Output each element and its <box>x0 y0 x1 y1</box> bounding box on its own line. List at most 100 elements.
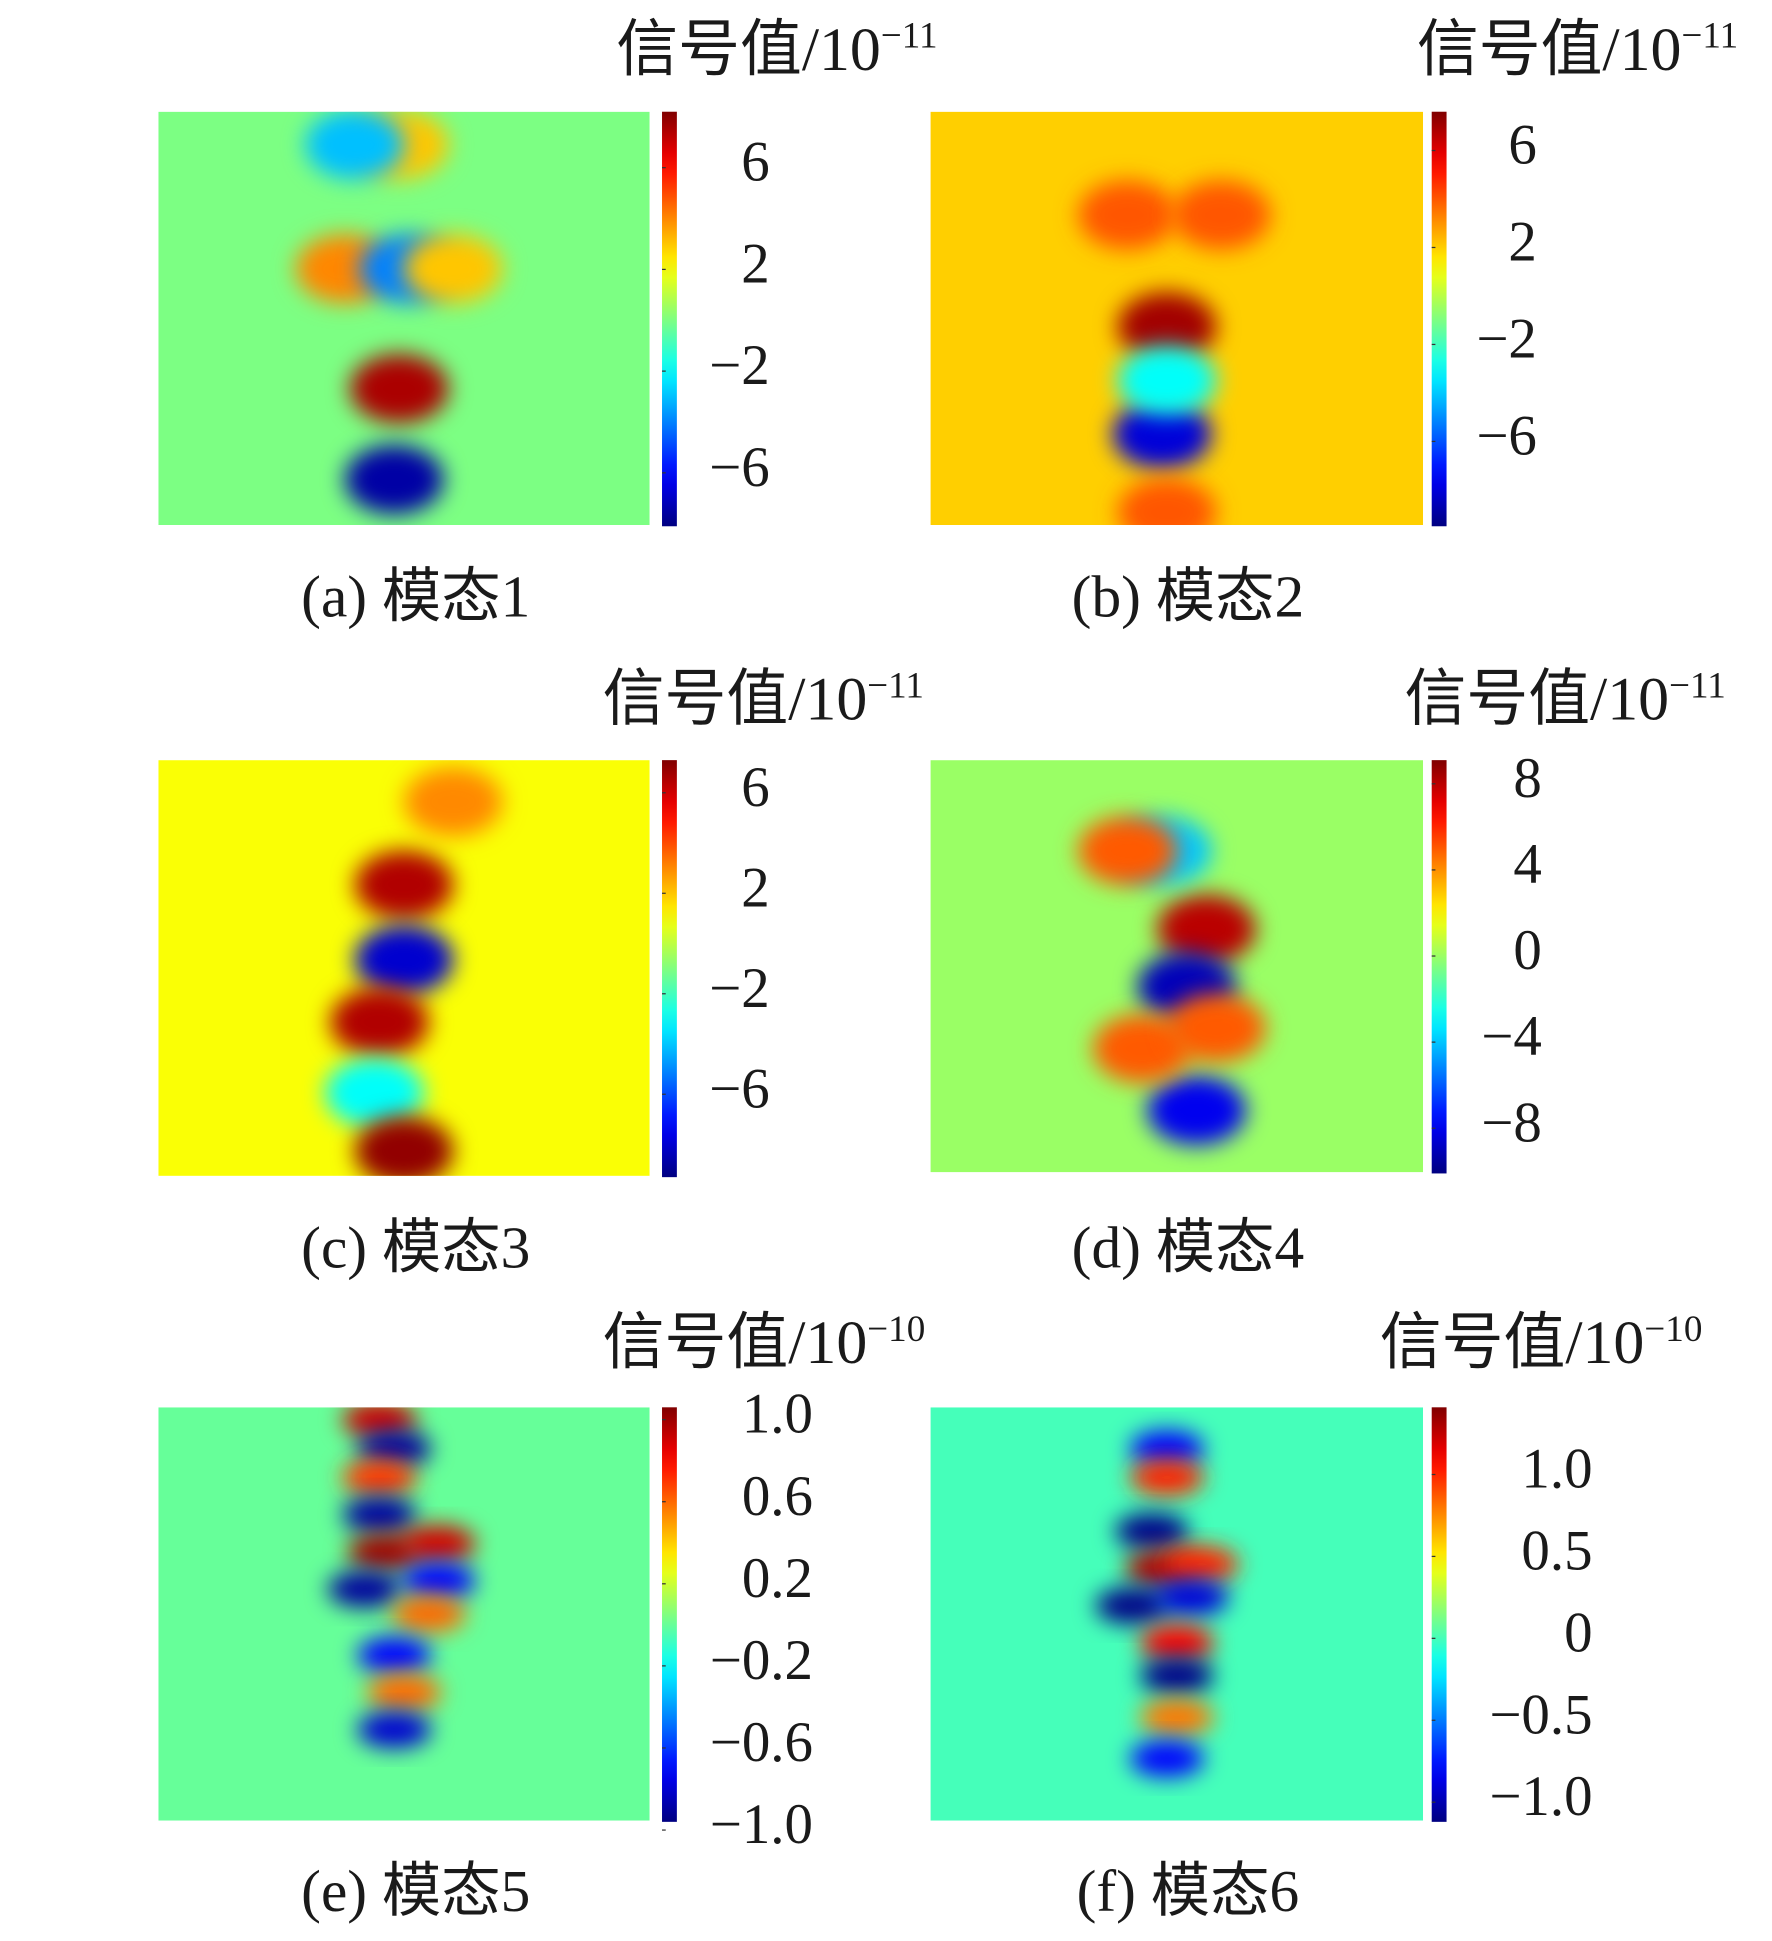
heatmap-spot <box>1129 1430 1205 1468</box>
heatmap-spot <box>344 444 444 515</box>
heatmap-spot <box>1156 894 1256 964</box>
heatmap <box>158 760 650 1176</box>
colorbar-tick-label: −1.0 <box>1489 1765 1592 1828</box>
heatmap-spot <box>1117 291 1217 362</box>
heatmap-spot <box>1078 180 1178 250</box>
heatmap-spot <box>357 1711 432 1749</box>
colorbar-tick-label: 6 <box>1508 114 1536 177</box>
colorbar-tick-label: 6 <box>741 131 769 194</box>
colorbar-label: 信号值/10−10 <box>603 1308 926 1377</box>
colorbar-tick-label: −6 <box>709 436 770 499</box>
heatmap <box>158 111 650 526</box>
colorbar-label: 信号值/10−11 <box>1404 665 1725 734</box>
colorbar-label-exponent: −11 <box>881 15 938 56</box>
heatmap-spot <box>1112 399 1212 469</box>
heatmap-spot <box>1171 180 1271 250</box>
colorbar-tick-label: −0.5 <box>1489 1683 1592 1746</box>
colorbar-tick-label: 0.5 <box>1521 1519 1592 1582</box>
heatmap-spot <box>1139 1698 1214 1736</box>
heatmap-spot <box>1139 1624 1214 1662</box>
colorbar-label-exponent: −10 <box>1644 1308 1702 1349</box>
colorbar-tick-label: −4 <box>1481 1005 1542 1068</box>
heatmap-spot <box>401 1562 476 1600</box>
heatmap-spot <box>342 1496 417 1534</box>
colorbar-label-exponent: −11 <box>867 665 924 706</box>
colorbar-tick-label: −8 <box>1481 1091 1542 1154</box>
heatmap-spot <box>1146 1075 1246 1146</box>
colorbar <box>662 760 677 1178</box>
colorbar-label-text: 信号值/10 <box>603 666 868 734</box>
heatmap-spot <box>1164 1545 1239 1583</box>
colorbar-tick-label: −2 <box>709 334 770 397</box>
colorbar-label: 信号值/10−11 <box>603 665 924 734</box>
heatmap-spot <box>1078 816 1178 886</box>
heatmap-spot <box>1154 1578 1229 1616</box>
heatmap-spot <box>305 111 405 180</box>
heatmap-spot <box>403 767 503 837</box>
colorbar-tick-label: 1.0 <box>742 1383 813 1446</box>
heatmap <box>930 760 1424 1173</box>
heatmap-spot <box>1095 1587 1170 1625</box>
heatmap-spot <box>1115 1512 1190 1550</box>
colorbar-tick-label: 0 <box>1513 919 1541 982</box>
panel-caption: (d) 模态4 <box>1072 1214 1305 1280</box>
colorbar-label: 信号值/10−11 <box>1417 15 1738 84</box>
heatmap-spot <box>354 925 454 995</box>
heatmap <box>930 1407 1424 1821</box>
panel-caption: (c) 模态3 <box>301 1214 530 1280</box>
heatmap-spot <box>327 1570 402 1608</box>
colorbar-tick-label: 0 <box>1564 1601 1592 1664</box>
panel-caption: (e) 模态5 <box>301 1858 530 1924</box>
heatmap-spot <box>1117 345 1217 416</box>
colorbar-tick-label: −0.2 <box>710 1629 813 1692</box>
colorbar-tick-label: 0.2 <box>742 1547 813 1610</box>
colorbar-tick-label: −2 <box>1476 308 1537 371</box>
colorbar <box>1431 1407 1447 1822</box>
colorbar-tick-label: 8 <box>1513 747 1541 810</box>
colorbar-tick-label: −2 <box>709 957 770 1020</box>
heatmap-spot <box>349 353 449 424</box>
panel-caption: (f) 模态6 <box>1077 1858 1300 1924</box>
heatmap-spot <box>1139 1657 1214 1695</box>
colorbar-label: 信号值/10−10 <box>1380 1308 1703 1377</box>
heatmap-spot <box>366 1673 442 1712</box>
colorbar <box>662 1407 677 1822</box>
heatmap-spot <box>342 1459 417 1497</box>
colorbar-label-text: 信号值/10 <box>616 16 881 84</box>
colorbar-tick-label: 2 <box>741 232 769 295</box>
colorbar-label: 信号值/10−11 <box>616 15 937 84</box>
colorbar-tick-label: −0.6 <box>710 1711 813 1774</box>
colorbar-tick-label: 0.6 <box>742 1465 813 1528</box>
colorbar <box>662 111 677 527</box>
colorbar <box>1431 760 1447 1174</box>
colorbar-label-exponent: −11 <box>1669 665 1726 706</box>
colorbar-label-text: 信号值/10 <box>603 1309 868 1377</box>
heatmap-spot <box>401 1525 476 1563</box>
colorbar-tick-label: 6 <box>741 756 769 819</box>
heatmap-spot <box>329 987 429 1057</box>
colorbar-label-exponent: −11 <box>1681 15 1738 56</box>
heatmap-spot <box>357 1430 432 1468</box>
heatmap-spot <box>391 1595 466 1633</box>
colorbar-tick-label: 2 <box>1508 211 1536 274</box>
colorbar-tick-label: 4 <box>1513 833 1541 896</box>
heatmap-spot <box>354 850 454 920</box>
panel-caption: (a) 模态1 <box>301 564 530 630</box>
heatmap <box>930 111 1424 526</box>
colorbar-label-text: 信号值/10 <box>1404 666 1669 734</box>
colorbar-tick-label: 2 <box>741 856 769 919</box>
heatmap <box>158 1407 650 1821</box>
panel-caption: (b) 模态2 <box>1072 564 1305 630</box>
colorbar-label-text: 信号值/10 <box>1417 16 1682 84</box>
colorbar <box>1431 111 1447 527</box>
heatmap-spot <box>403 234 503 304</box>
colorbar-label-text: 信号值/10 <box>1380 1309 1645 1377</box>
heatmap-spot <box>325 1058 425 1128</box>
heatmap-spot <box>1117 477 1217 526</box>
heatmap-spot <box>354 1116 454 1176</box>
heatmap-spot <box>1129 1459 1205 1497</box>
heatmap-spot <box>1166 993 1266 1063</box>
colorbar-tick-label: −1.0 <box>710 1793 813 1856</box>
colorbar-tick-label: −6 <box>1476 404 1537 467</box>
